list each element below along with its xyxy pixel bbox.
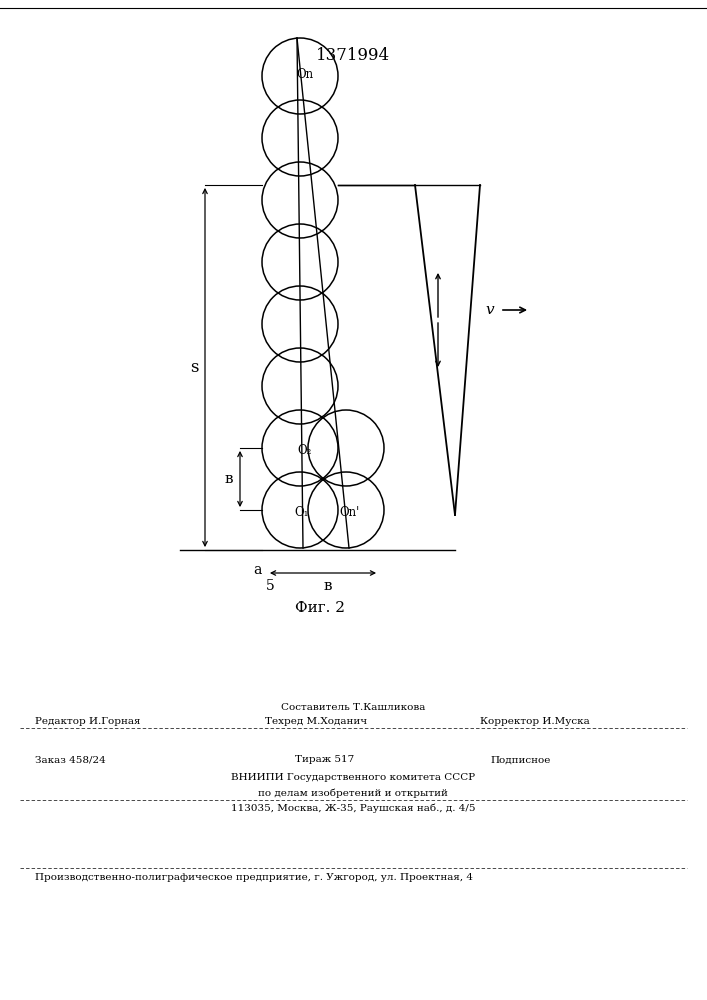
- Text: Заказ 458/24: Заказ 458/24: [35, 756, 106, 764]
- Text: On': On': [339, 506, 359, 520]
- Text: O₂: O₂: [298, 444, 312, 458]
- Text: 5: 5: [266, 579, 274, 593]
- Text: Тираж 517: Тираж 517: [295, 756, 354, 764]
- Text: O₁: O₁: [295, 506, 309, 520]
- Text: Корректор И.Муска: Корректор И.Муска: [480, 718, 590, 726]
- Text: Техред М.Ходанич: Техред М.Ходанич: [265, 718, 367, 726]
- Text: Подписное: Подписное: [490, 756, 550, 764]
- Text: в: в: [324, 579, 332, 593]
- Text: s: s: [189, 359, 198, 375]
- Text: v: v: [486, 303, 494, 317]
- Text: 113035, Москва, Ж-35, Раушская наб., д. 4/5: 113035, Москва, Ж-35, Раушская наб., д. …: [230, 803, 475, 813]
- Text: a: a: [253, 563, 261, 577]
- Text: Составитель Т.Кашликова: Составитель Т.Кашликова: [281, 704, 425, 712]
- Text: Фиг. 2: Фиг. 2: [295, 601, 345, 615]
- Text: по делам изобретений и открытий: по делам изобретений и открытий: [258, 788, 448, 798]
- Text: On: On: [296, 68, 314, 82]
- Text: Редактор И.Горная: Редактор И.Горная: [35, 718, 141, 726]
- Text: ВНИИПИ Государственного комитета СССР: ВНИИПИ Государственного комитета СССР: [231, 774, 475, 782]
- Text: 1371994: 1371994: [316, 46, 390, 64]
- Text: Производственно-полиграфическое предприятие, г. Ужгород, ул. Проектная, 4: Производственно-полиграфическое предприя…: [35, 874, 473, 882]
- Text: в: в: [225, 472, 233, 486]
